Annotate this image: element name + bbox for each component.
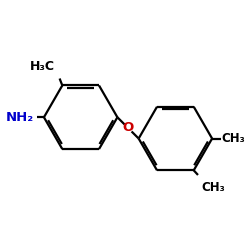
Text: O: O [122, 122, 134, 134]
Text: NH₂: NH₂ [6, 111, 34, 124]
Text: H₃C: H₃C [30, 60, 54, 73]
Text: CH₃: CH₃ [202, 181, 225, 194]
Text: CH₃: CH₃ [222, 132, 246, 145]
